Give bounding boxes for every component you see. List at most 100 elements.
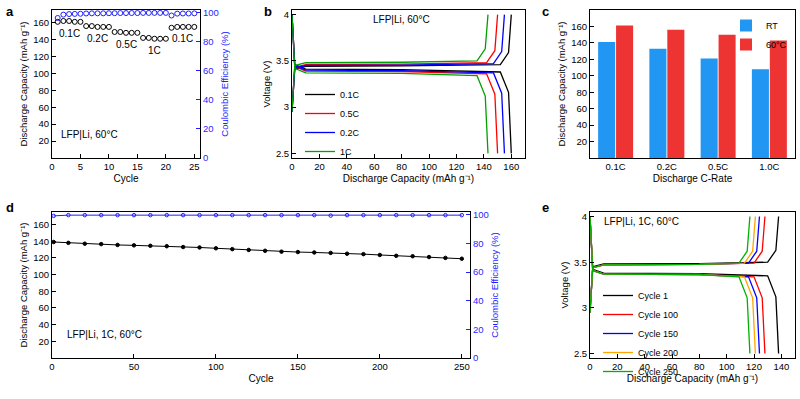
svg-text:4: 4 bbox=[284, 9, 289, 20]
svg-text:160: 160 bbox=[33, 17, 49, 28]
svg-text:Discharge Capacity (mAh g⁻¹): Discharge Capacity (mAh g⁻¹) bbox=[556, 22, 567, 147]
svg-text:Voltage (V): Voltage (V) bbox=[559, 262, 570, 309]
svg-text:120: 120 bbox=[33, 252, 49, 263]
svg-text:120: 120 bbox=[449, 161, 465, 172]
svg-text:1.0C: 1.0C bbox=[759, 161, 779, 172]
svg-text:Cycle 150: Cycle 150 bbox=[638, 329, 678, 339]
svg-text:60: 60 bbox=[369, 161, 380, 172]
svg-text:0.2C: 0.2C bbox=[340, 128, 360, 138]
svg-text:1C: 1C bbox=[340, 147, 352, 157]
svg-text:Cycle: Cycle bbox=[113, 173, 138, 184]
svg-text:LFP|Li, 60°C: LFP|Li, 60°C bbox=[373, 14, 430, 25]
svg-text:Voltage (V): Voltage (V) bbox=[261, 61, 272, 108]
svg-text:20: 20 bbox=[203, 123, 214, 134]
svg-text:100: 100 bbox=[571, 70, 587, 81]
svg-text:LFP|Li, 1C, 60°C: LFP|Li, 1C, 60°C bbox=[604, 216, 679, 227]
svg-text:0: 0 bbox=[49, 161, 54, 172]
svg-text:0.5C: 0.5C bbox=[708, 161, 728, 172]
svg-text:250: 250 bbox=[454, 361, 470, 372]
svg-text:Cycle 100: Cycle 100 bbox=[638, 310, 678, 320]
svg-text:100: 100 bbox=[33, 68, 49, 79]
svg-text:80: 80 bbox=[39, 85, 50, 96]
svg-text:Discharge C-Rate: Discharge C-Rate bbox=[653, 173, 733, 184]
svg-text:Cycle 200: Cycle 200 bbox=[638, 348, 678, 358]
svg-text:200: 200 bbox=[372, 361, 388, 372]
svg-text:Coulombic Efficiency (%): Coulombic Efficiency (%) bbox=[489, 232, 500, 337]
svg-text:20: 20 bbox=[314, 161, 325, 172]
svg-text:Discharge Capacity (mAh g⁻¹): Discharge Capacity (mAh g⁻¹) bbox=[18, 22, 29, 147]
svg-text:5: 5 bbox=[78, 161, 83, 172]
svg-text:60°C: 60°C bbox=[766, 40, 787, 50]
svg-text:Coulombic Efficiency (%): Coulombic Efficiency (%) bbox=[219, 31, 230, 136]
svg-text:100: 100 bbox=[473, 209, 489, 220]
svg-text:0.1C: 0.1C bbox=[172, 33, 193, 44]
svg-text:2.5: 2.5 bbox=[276, 148, 289, 159]
svg-text:a: a bbox=[6, 4, 14, 19]
svg-text:140: 140 bbox=[773, 361, 789, 372]
svg-text:150: 150 bbox=[290, 361, 306, 372]
svg-text:20: 20 bbox=[473, 324, 484, 335]
svg-text:0.2C: 0.2C bbox=[657, 161, 677, 172]
svg-text:e: e bbox=[542, 200, 549, 215]
svg-text:80: 80 bbox=[396, 161, 407, 172]
svg-text:60: 60 bbox=[577, 103, 588, 114]
svg-text:RT: RT bbox=[766, 21, 778, 31]
svg-text:15: 15 bbox=[132, 161, 143, 172]
svg-text:LFP|Li, 1C, 60°C: LFP|Li, 1C, 60°C bbox=[67, 329, 142, 340]
svg-text:50: 50 bbox=[129, 361, 140, 372]
svg-text:80: 80 bbox=[694, 361, 705, 372]
svg-text:0.2C: 0.2C bbox=[87, 33, 108, 44]
svg-text:140: 140 bbox=[571, 37, 587, 48]
svg-text:100: 100 bbox=[203, 7, 219, 18]
svg-text:1C: 1C bbox=[148, 45, 161, 56]
svg-text:10: 10 bbox=[104, 161, 115, 172]
svg-text:60: 60 bbox=[39, 302, 50, 313]
svg-text:Discharge Capacity (mAh g⁻¹): Discharge Capacity (mAh g⁻¹) bbox=[18, 223, 29, 348]
svg-text:40: 40 bbox=[203, 94, 214, 105]
svg-text:Cycle: Cycle bbox=[248, 373, 273, 384]
svg-text:LFP|Li, 60°C: LFP|Li, 60°C bbox=[61, 129, 118, 140]
svg-text:80: 80 bbox=[39, 286, 50, 297]
svg-text:3.5: 3.5 bbox=[574, 257, 587, 268]
svg-text:100: 100 bbox=[33, 269, 49, 280]
svg-text:3: 3 bbox=[582, 302, 587, 313]
svg-text:4: 4 bbox=[582, 211, 587, 222]
svg-text:140: 140 bbox=[33, 34, 49, 45]
svg-text:80: 80 bbox=[577, 87, 588, 98]
svg-text:d: d bbox=[6, 200, 14, 215]
svg-text:40: 40 bbox=[577, 119, 588, 130]
svg-text:0: 0 bbox=[587, 361, 592, 372]
svg-text:80: 80 bbox=[203, 36, 214, 47]
svg-text:20: 20 bbox=[577, 136, 588, 147]
svg-text:40: 40 bbox=[342, 161, 353, 172]
svg-text:100: 100 bbox=[208, 361, 224, 372]
svg-text:140: 140 bbox=[33, 236, 49, 247]
svg-text:25: 25 bbox=[189, 161, 200, 172]
svg-text:120: 120 bbox=[33, 51, 49, 62]
svg-text:40: 40 bbox=[473, 295, 484, 306]
svg-text:0: 0 bbox=[473, 352, 478, 363]
svg-text:100: 100 bbox=[719, 361, 735, 372]
svg-text:3.5: 3.5 bbox=[276, 55, 289, 66]
svg-text:c: c bbox=[542, 4, 549, 19]
svg-text:20: 20 bbox=[39, 135, 50, 146]
svg-text:0: 0 bbox=[289, 161, 294, 172]
svg-text:20: 20 bbox=[612, 361, 623, 372]
svg-text:Cycle 250: Cycle 250 bbox=[638, 367, 678, 377]
svg-text:60: 60 bbox=[203, 65, 214, 76]
svg-text:140: 140 bbox=[476, 161, 492, 172]
svg-text:0.5C: 0.5C bbox=[340, 109, 360, 119]
svg-text:3: 3 bbox=[284, 101, 289, 112]
svg-text:40: 40 bbox=[39, 319, 50, 330]
svg-text:2.5: 2.5 bbox=[574, 348, 587, 359]
svg-text:0: 0 bbox=[49, 361, 54, 372]
svg-text:80: 80 bbox=[473, 238, 484, 249]
svg-text:0.5C: 0.5C bbox=[116, 39, 137, 50]
svg-text:40: 40 bbox=[39, 118, 50, 129]
svg-text:Discharge Capacity (mAh g⁻¹): Discharge Capacity (mAh g⁻¹) bbox=[627, 373, 758, 384]
svg-text:60: 60 bbox=[473, 266, 484, 277]
svg-text:60: 60 bbox=[39, 102, 50, 113]
svg-text:Discharge Capacity (mAh g⁻¹): Discharge Capacity (mAh g⁻¹) bbox=[343, 173, 474, 184]
svg-text:0.1C: 0.1C bbox=[606, 161, 626, 172]
svg-text:20: 20 bbox=[161, 161, 172, 172]
